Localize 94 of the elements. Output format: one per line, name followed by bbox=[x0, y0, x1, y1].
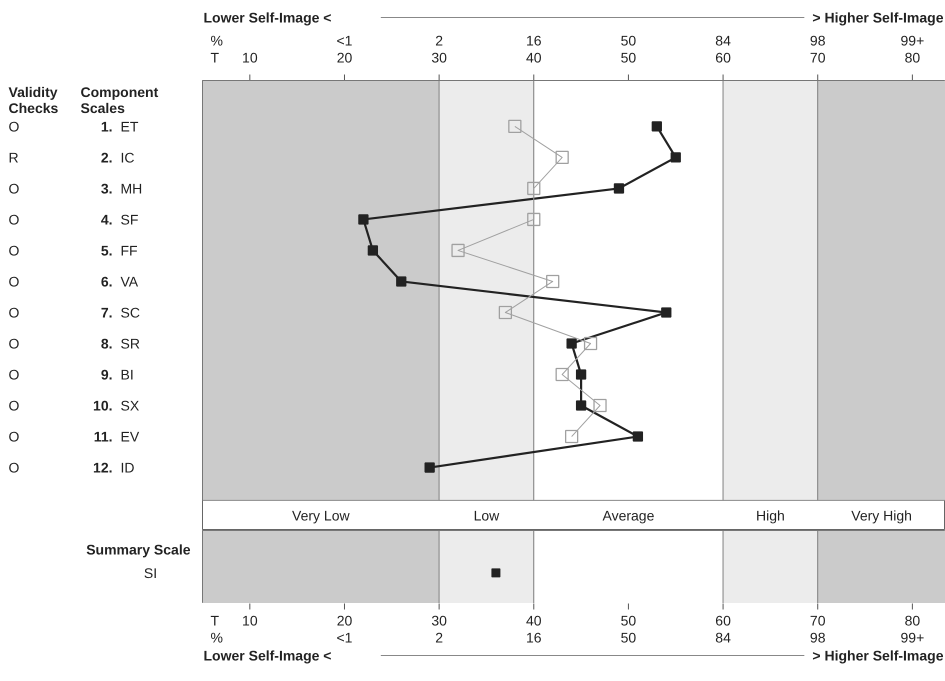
text: Validity Checks bbox=[8, 84, 59, 116]
point bbox=[556, 368, 569, 382]
x-tick-label: 40 bbox=[526, 612, 542, 628]
y-tick-label: 3. MH bbox=[100, 180, 142, 196]
point bbox=[508, 120, 522, 134]
y-tick-label: 2. IC bbox=[100, 149, 134, 166]
y-tick-label: 7. SC bbox=[100, 304, 140, 320]
y2-tick-label: O bbox=[8, 273, 20, 290]
text: 98 bbox=[810, 32, 826, 48]
x-tick-label: 70 bbox=[810, 612, 826, 628]
y2-tick-label: O bbox=[8, 180, 20, 196]
x-tick-label: 30 bbox=[431, 50, 448, 66]
text: <1 bbox=[336, 630, 353, 646]
y-tick-label: 11. EV bbox=[94, 428, 140, 445]
point bbox=[564, 430, 578, 444]
x-tick-label: 30 bbox=[431, 612, 448, 628]
y-tick-label: 9. BI bbox=[100, 366, 134, 383]
point bbox=[670, 152, 681, 163]
band-label: Very High bbox=[851, 507, 912, 524]
x-axis-title: T bbox=[210, 612, 220, 628]
point bbox=[396, 276, 406, 287]
text: Component Scales bbox=[80, 84, 159, 116]
y2-tick-label: O bbox=[8, 118, 20, 134]
x-tick-label: 50 bbox=[620, 50, 636, 66]
text: 98 bbox=[810, 630, 826, 646]
x2-axis-title: % bbox=[210, 32, 223, 48]
y-tick-label: 4. SF bbox=[100, 211, 138, 228]
x-axis-title: T bbox=[210, 50, 220, 66]
x-tick-label: 80 bbox=[904, 50, 920, 66]
point bbox=[498, 306, 512, 320]
point bbox=[358, 214, 369, 225]
text: 50 bbox=[620, 630, 636, 646]
point bbox=[576, 400, 586, 411]
y2-tick-label: O bbox=[8, 211, 20, 228]
x-tick-label: 10 bbox=[242, 50, 258, 66]
text: Lower Self-Image < bbox=[204, 10, 332, 26]
point bbox=[584, 336, 598, 350]
text: 16 bbox=[526, 630, 542, 646]
point bbox=[632, 431, 644, 442]
text: 99+ bbox=[900, 630, 924, 646]
band-label: Very Low bbox=[292, 507, 350, 524]
point bbox=[546, 274, 560, 288]
y2-tick-label: O bbox=[8, 460, 20, 476]
x-tick-label: 40 bbox=[526, 50, 542, 66]
y2-tick-label: O bbox=[8, 366, 20, 383]
x-tick-label: 10 bbox=[242, 612, 258, 628]
point bbox=[593, 398, 607, 412]
x-tick-label: 80 bbox=[904, 612, 920, 628]
text: > Higher Self-Image bbox=[812, 648, 944, 664]
x-tick-label: 20 bbox=[336, 612, 352, 628]
y2-tick-label: O bbox=[8, 242, 20, 258]
text: Lower Self-Image < bbox=[204, 648, 332, 664]
point bbox=[556, 150, 569, 164]
y-tick-label: 1. ET bbox=[100, 118, 139, 134]
text: 2 bbox=[435, 630, 444, 646]
x2-axis-title: % bbox=[210, 630, 223, 646]
text: 16 bbox=[526, 32, 542, 48]
y2-tick-label: R bbox=[8, 149, 19, 166]
point bbox=[661, 307, 672, 318]
band-label: Average bbox=[602, 507, 655, 524]
text: 84 bbox=[715, 630, 732, 646]
x-tick-label: 60 bbox=[715, 612, 732, 628]
y2-tick-label: O bbox=[8, 398, 20, 414]
point bbox=[527, 212, 540, 226]
text: > Higher Self-Image bbox=[812, 10, 944, 26]
y2-tick-label: O bbox=[8, 428, 20, 445]
point bbox=[566, 338, 577, 349]
point bbox=[368, 245, 378, 256]
x-tick-label: 20 bbox=[336, 50, 352, 66]
point bbox=[527, 182, 540, 196]
text: 2 bbox=[435, 32, 444, 48]
point bbox=[576, 369, 586, 380]
x-tick-label: 50 bbox=[620, 612, 636, 628]
text: <1 bbox=[336, 32, 353, 48]
point bbox=[424, 462, 435, 473]
band-label: Low bbox=[474, 507, 500, 524]
band-label: High bbox=[756, 507, 785, 524]
text: 84 bbox=[715, 32, 732, 48]
x-tick-label: 60 bbox=[715, 50, 732, 66]
y-tick-label: 6. VA bbox=[100, 273, 139, 290]
y2-tick-label: O bbox=[8, 335, 20, 352]
x-tick-label: 70 bbox=[810, 50, 826, 66]
point bbox=[652, 121, 662, 132]
point bbox=[614, 183, 624, 194]
y-tick-label: 12. ID bbox=[93, 460, 134, 476]
y2-tick-label: O bbox=[8, 304, 20, 320]
y-tick-label: SI bbox=[144, 564, 158, 581]
y-tick-label: 10. SX bbox=[93, 398, 140, 414]
point bbox=[451, 244, 465, 258]
y-tick-label: 8. SR bbox=[100, 335, 140, 352]
text: 99+ bbox=[900, 32, 924, 48]
y-tick-label: 5. FF bbox=[100, 242, 138, 258]
text: 50 bbox=[620, 32, 636, 48]
text: Summary Scale bbox=[86, 541, 191, 558]
